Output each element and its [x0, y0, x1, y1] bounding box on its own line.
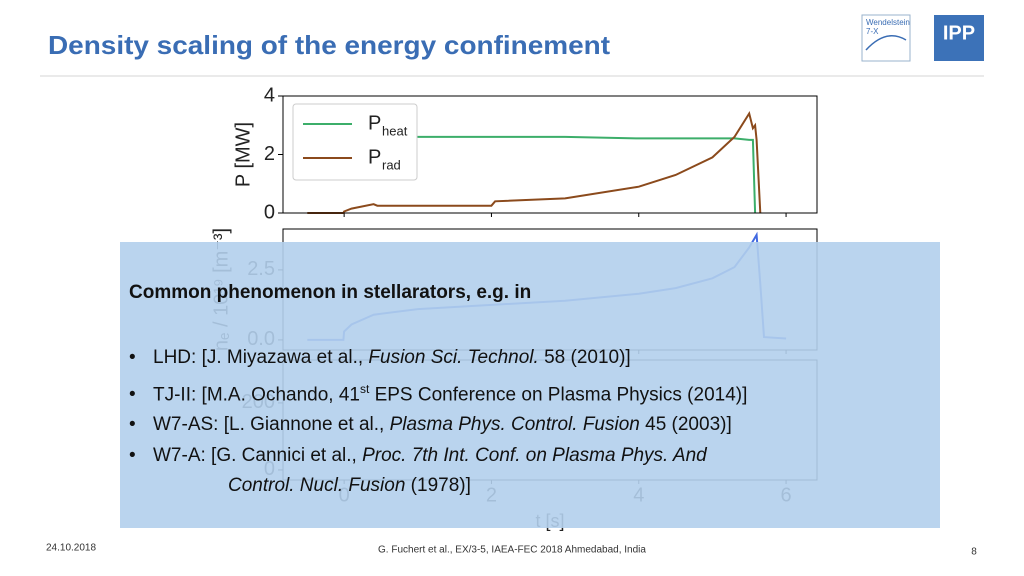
logo-text: 7-X	[866, 27, 879, 36]
text-run: (1978)]	[405, 475, 471, 497]
logo-text: Wendelstein	[866, 18, 910, 27]
y-tick-label: 4	[264, 84, 275, 106]
bullet-list: • LHD: [J. Miyazawa et al., Fusion Sci. T…	[129, 343, 747, 502]
text-run: LHD: [J. Miyazawa et al.,	[153, 347, 369, 368]
bullet-item: • TJ-II: [M.A. Ochando, 41st EPS Conferen…	[129, 374, 747, 411]
footer-citation: G. Fuchert et al., EX/3-5, IAEA-FEC 2018…	[378, 545, 646, 556]
bullet-continuation: Control. Nucl. Fusion (1978)]	[129, 471, 747, 502]
data-line	[307, 110, 762, 214]
text-run: Plasma Phys. Control. Fusion	[389, 414, 640, 436]
text-run: st	[359, 381, 370, 396]
legend-label: P	[368, 146, 381, 168]
y-axis-label: P [MW]	[232, 122, 254, 187]
bullet-item: • W7-AS: [L. Giannone et al., Plasma Phys…	[129, 410, 747, 441]
text-run: TJ-II: [M.A. Ochando, 41	[153, 383, 360, 405]
bullet-item: • LHD: [J. Miyazawa et al., Fusion Sci. T…	[129, 343, 747, 374]
footer-page: 8	[971, 547, 977, 558]
text-run: 45 (2003)]	[639, 414, 732, 436]
y-tick-label: 0	[264, 201, 275, 223]
legend-subscript: heat	[382, 123, 408, 138]
bullet-dot: •	[129, 414, 136, 436]
text-run: Proc. 7th Int. Conf. on Plasma Phys. And	[362, 444, 707, 466]
legend-subscript: rad	[382, 157, 401, 172]
text-run: EPS Conference on Plasma Physics (2014)]	[369, 383, 748, 405]
logo-ipp	[934, 15, 984, 61]
y-tick-label: 2	[264, 143, 275, 165]
text-run: W7-A: [G. Cannici et al.,	[153, 444, 363, 466]
slide-title: Density scaling of the energy confinemen…	[48, 30, 610, 60]
text-run: W7-AS: [L. Giannone et al.,	[153, 414, 390, 436]
bullet-dot: •	[129, 383, 136, 405]
logo-arc	[865, 35, 907, 51]
text-run: 58 (2010)]	[538, 347, 631, 368]
logo-text: IPP	[943, 22, 975, 44]
footer-date: 24.10.2018	[46, 543, 96, 554]
text-overlay: Common phenomenon in stellarators, e.g. …	[120, 242, 940, 528]
text-run: Control. Nucl. Fusion	[228, 475, 406, 497]
text-run: Fusion Sci. Technol.	[368, 347, 539, 368]
bullet-dot: •	[129, 444, 136, 466]
bullet-item: • W7-A: [G. Cannici et al., Proc. 7th Int…	[129, 441, 747, 472]
overlay-heading: Common phenomenon in stellarators, e.g. …	[129, 282, 532, 303]
legend-label: P	[368, 112, 381, 134]
plot-frame	[282, 95, 818, 214]
bullet-dot: •	[129, 347, 136, 368]
